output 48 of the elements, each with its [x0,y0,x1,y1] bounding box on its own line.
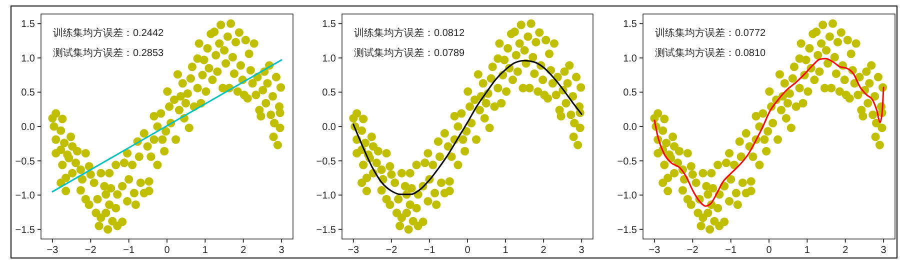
x-tick-label: 0 [164,245,170,256]
y-tick-label: 0.0 [21,122,36,133]
y-tick-label: 0.5 [322,88,336,99]
y-tick-label: 0.0 [322,122,336,133]
y-tick-label: 0.0 [623,122,638,133]
y-tick-label: −1.0 [316,190,336,202]
y-tick-label: −1.0 [617,190,638,202]
annotation: 测试集均方误差：0.0810 [655,47,766,59]
x-tick-label: 1 [804,245,810,256]
x-tick-label: −3 [348,245,360,256]
y-tick-label: −0.5 [316,156,336,168]
x-tick-label: −3 [648,245,661,256]
annotation: 训练集均方误差：0.2442 [53,27,164,39]
x-tick-label: 2 [842,245,849,256]
y-tick-label: −0.5 [617,156,638,168]
y-tick-label: 1.5 [322,19,336,30]
annotation: 测试集均方误差：0.2853 [53,47,164,59]
x-tick-label: 2 [240,245,247,256]
x-tick-label: −1 [725,245,737,256]
x-tick-label: 3 [578,245,585,256]
y-tick-label: 1.5 [21,19,36,30]
y-tick-label: 0.5 [21,88,36,99]
y-tick-label: 1.5 [623,19,638,30]
y-tick-label: −1.0 [15,190,36,202]
x-tick-label: 3 [278,245,285,256]
y-tick-label: 0.5 [623,88,638,99]
annotation: 训练集均方误差：0.0812 [354,27,466,39]
x-tick-label: 3 [880,245,887,256]
x-tick-label: 1 [202,245,208,256]
x-tick-label: 1 [502,245,509,256]
y-tick-label: 1.0 [322,53,336,64]
x-tick-label: −2 [686,245,699,256]
y-tick-label: −1.5 [617,224,638,236]
x-tick-label: −2 [386,245,398,256]
y-tick-label: −1.5 [15,224,36,236]
x-tick-label: −2 [84,245,97,256]
x-tick-label: −1 [123,245,135,256]
x-tick-label: −3 [46,245,59,256]
y-tick-label: −0.5 [15,156,36,168]
y-tick-label: 1.0 [21,53,36,64]
x-tick-label: 0 [464,245,471,256]
y-tick-label: −1.5 [316,224,336,236]
annotation: 训练集均方误差：0.0772 [655,27,766,39]
x-tick-label: 0 [766,245,772,256]
x-tick-label: 2 [540,245,547,256]
x-tick-label: −1 [424,245,436,256]
y-tick-label: 1.0 [623,53,638,64]
annotation: 测试集均方误差：0.0789 [354,47,466,59]
